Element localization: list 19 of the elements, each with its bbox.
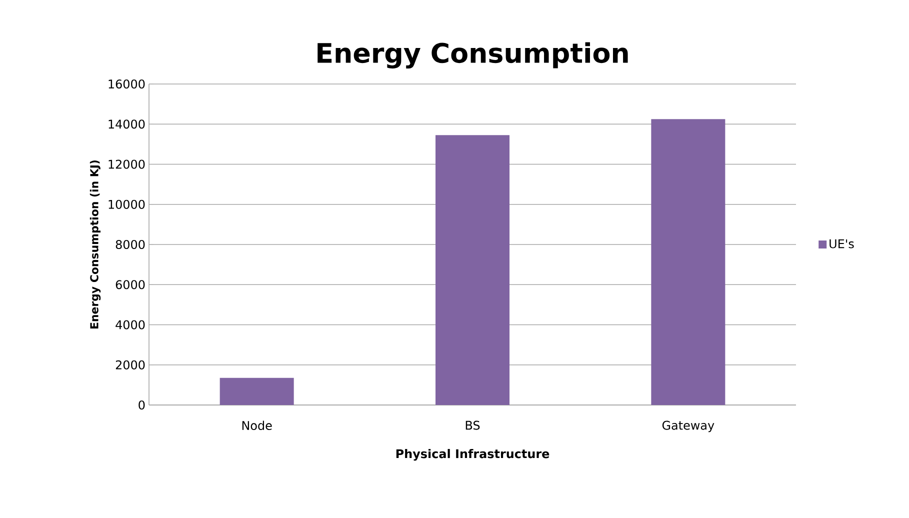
y-tick-label: 6000 bbox=[116, 280, 145, 290]
y-tick-label: 2000 bbox=[116, 360, 145, 370]
x-axis-title: Physical Infrastructure bbox=[396, 448, 550, 461]
y-tick-label: 12000 bbox=[108, 160, 145, 169]
y-tick-label: 8000 bbox=[116, 240, 145, 250]
x-tick-label: Gateway bbox=[662, 420, 714, 432]
bar bbox=[220, 378, 294, 405]
y-tick-label: 16000 bbox=[108, 79, 145, 89]
bar bbox=[651, 119, 726, 405]
y-tick-label: 14000 bbox=[108, 120, 145, 129]
y-axis-title: Energy Consumption (in KJ) bbox=[90, 160, 101, 328]
y-tick-label: 4000 bbox=[116, 320, 145, 330]
legend-label: UE's bbox=[830, 239, 854, 248]
x-tick-label: BS bbox=[466, 420, 480, 430]
y-tick-label: 10000 bbox=[108, 200, 145, 209]
chart-title: Energy Consumption bbox=[318, 42, 628, 69]
y-tick-label: 0 bbox=[138, 400, 145, 410]
bar bbox=[436, 135, 510, 405]
x-tick-label: Node bbox=[242, 420, 272, 430]
